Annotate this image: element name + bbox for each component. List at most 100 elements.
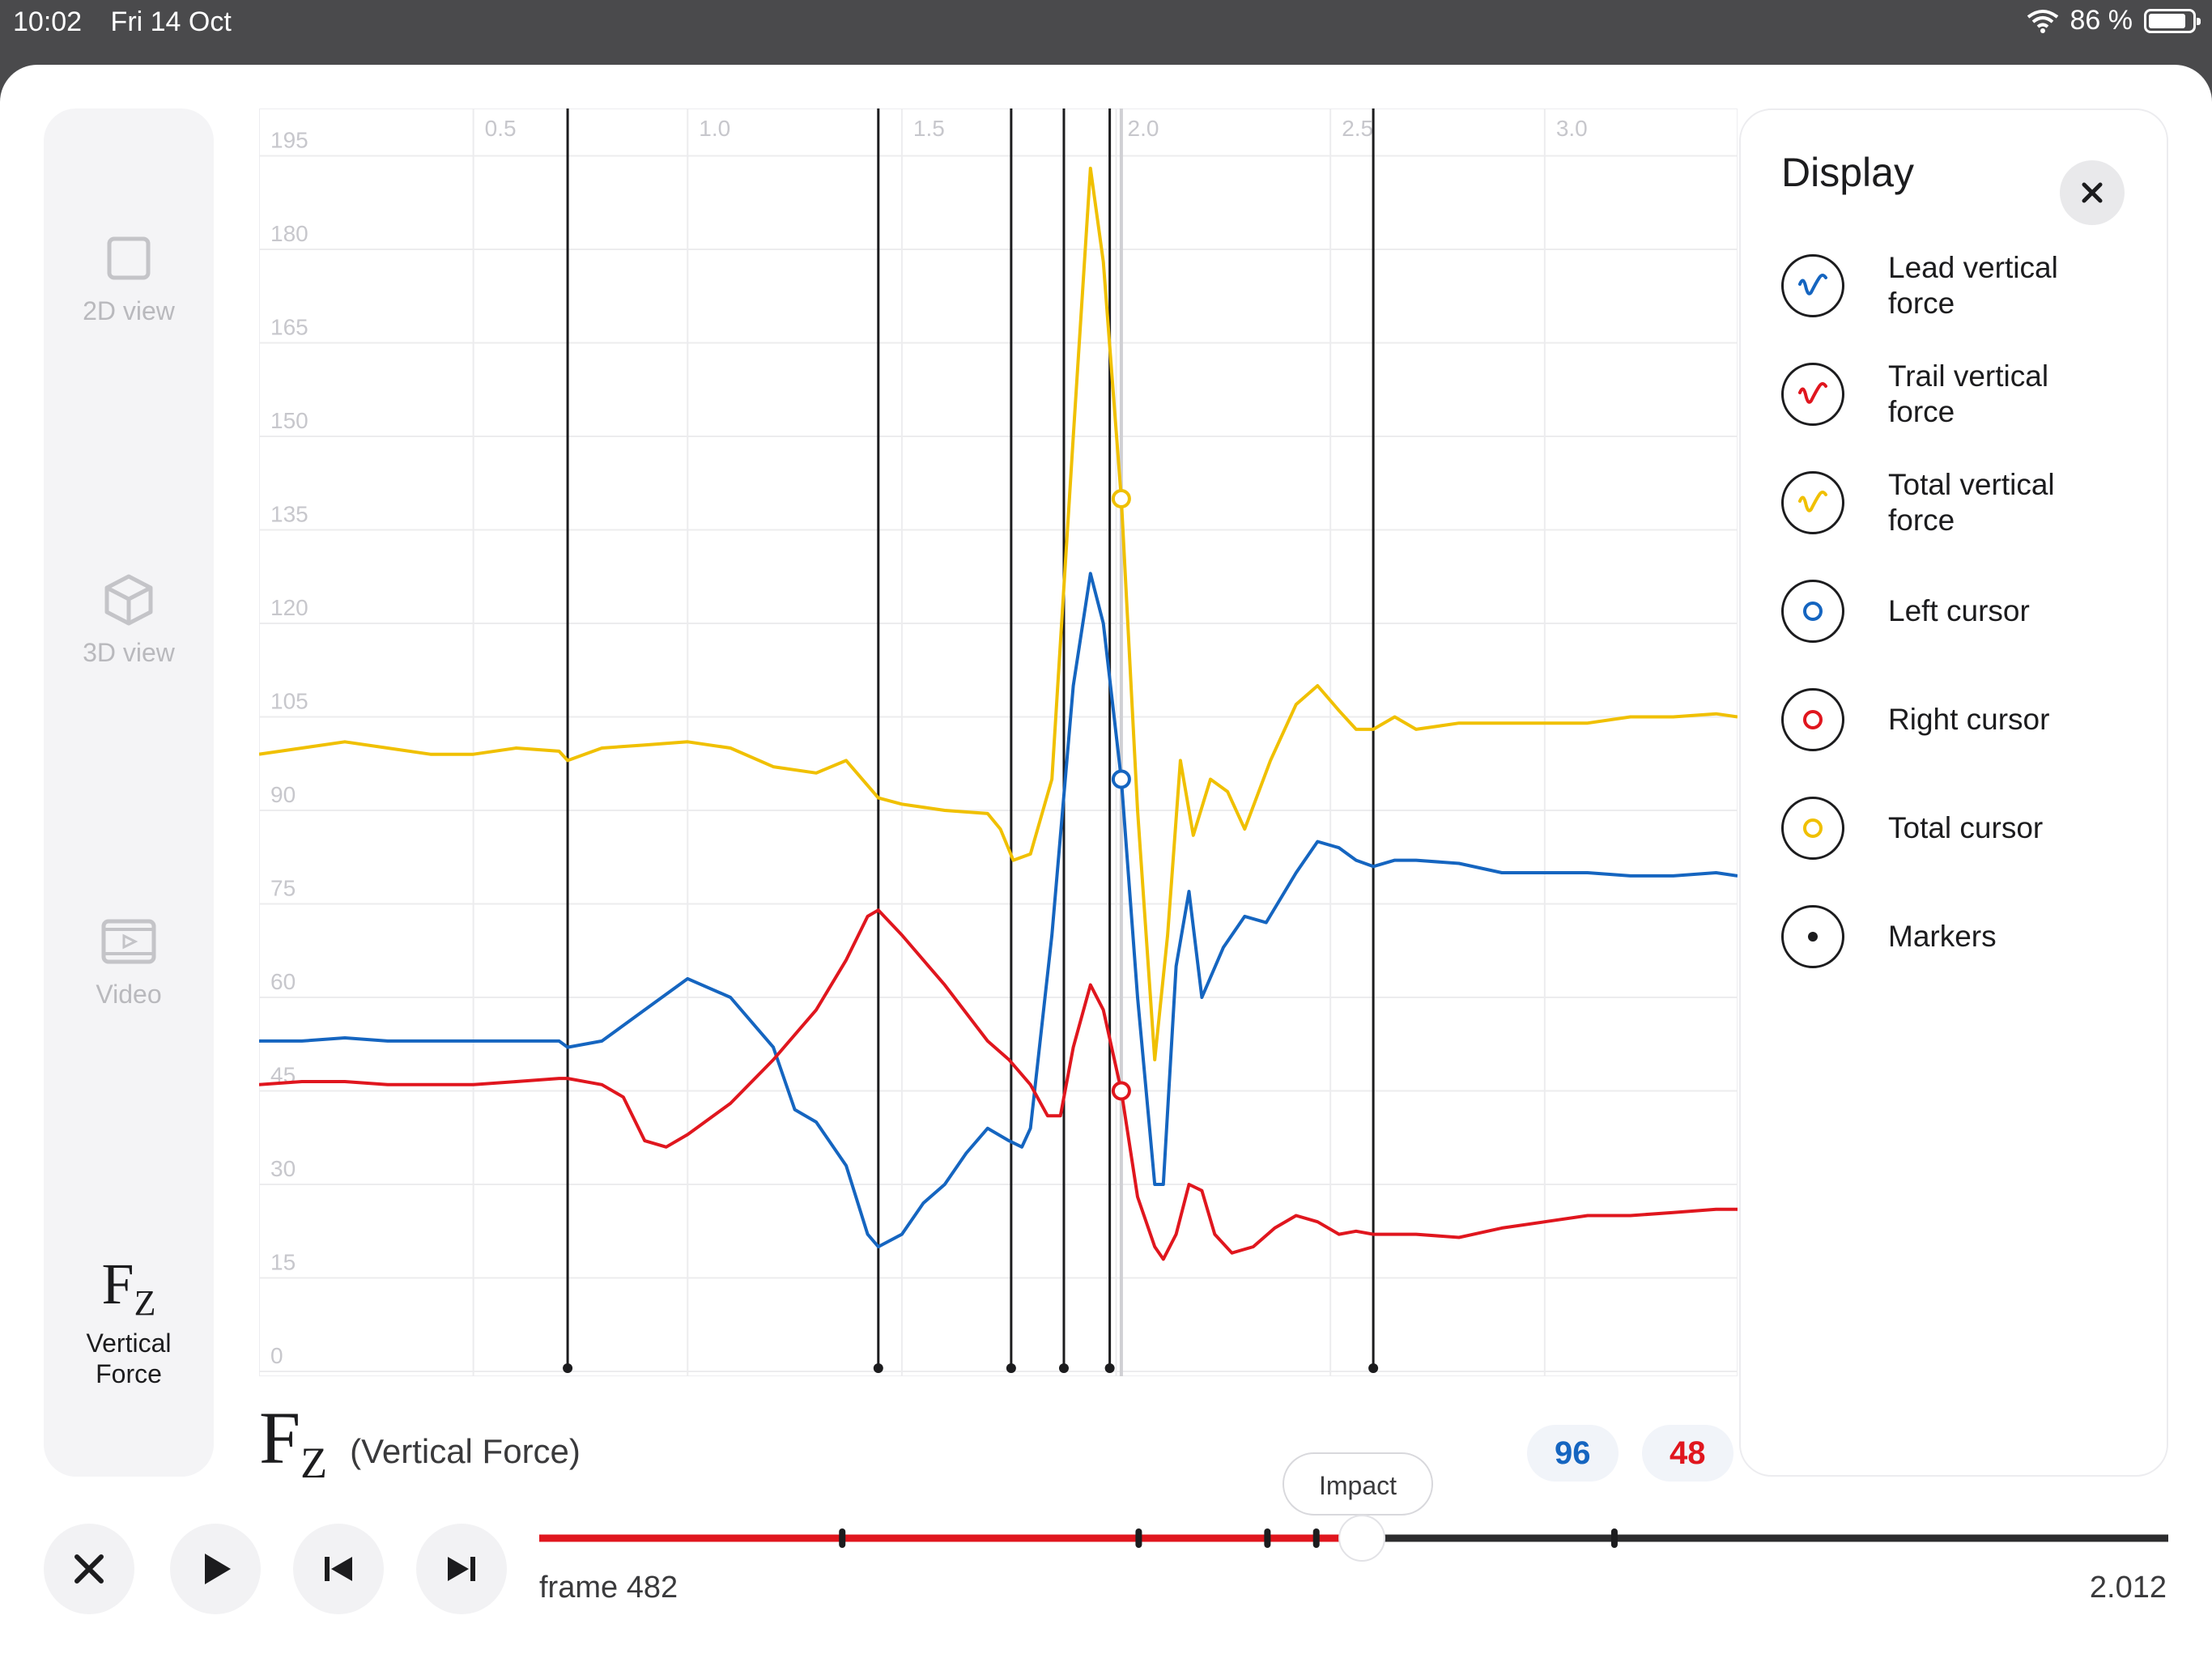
y-tick-label: 30 [270,1156,296,1181]
display-toggle-right-cursor[interactable]: Right cursor [1781,675,2162,764]
skip-back-icon [325,1557,352,1581]
y-tick-label: 165 [270,315,308,340]
rail-item-vertical-force[interactable]: FZ Vertical Force [44,1255,214,1390]
wave-icon [1798,382,1827,404]
legend-label-line: Total vertical [1888,467,2055,501]
rail-label-video: Video [96,980,162,1009]
series-line [259,908,1738,1261]
impact-marker-label[interactable]: Impact [1283,1452,1433,1516]
display-toggle-total-cursor[interactable]: Total cursor [1781,784,2162,873]
play-button[interactable] [170,1524,261,1614]
display-toggle-left-cursor[interactable]: Left cursor [1781,567,2162,656]
frame-label: frame 482 [539,1571,678,1605]
x-tick-label: 3.0 [1556,116,1588,141]
force-chart[interactable]: 0 15 30 45 60 75 90 105 120 135 150 165 180 195 0.5 1.0… [259,108,1738,1376]
legend-ring [1781,797,1844,860]
y-tick-label: 180 [270,221,308,246]
timeline-thumb[interactable] [1338,1515,1386,1562]
dot-icon [1808,932,1818,942]
legend-label: Total cursor [1888,810,2043,846]
left-cursor-point [1111,769,1131,789]
battery-icon [2144,8,2201,33]
play-icon [205,1554,231,1584]
close-icon [2082,182,2103,203]
y-tick-label: 120 [270,595,308,620]
rail-item-3d-view[interactable]: 3D view [44,572,214,668]
legend-label-line: Right cursor [1888,702,2050,736]
display-title: Display [1781,150,1914,195]
y-tick-label: 135 [270,502,308,527]
rail-label-2d-view: 2D view [83,296,175,325]
marker-dot [1006,1363,1016,1373]
wave-icon [1798,274,1827,295]
x-tick-label: 0.5 [485,116,517,141]
legend-label-line: force [1888,287,1955,320]
y-tick-label: 60 [270,969,296,994]
x-tick-label: 1.0 [699,116,730,141]
right-cursor-point [1111,1081,1131,1101]
wave-icon [1798,491,1827,512]
x-tick-label: 2.0 [1128,116,1159,141]
timeline-marker-tick [1312,1528,1320,1548]
legend-label-line: Left cursor [1888,593,2030,627]
display-toggle-lead-vertical-force[interactable]: Lead vertical force [1781,241,2162,330]
next-marker-button[interactable] [416,1524,507,1614]
timeline-marker-tick [1135,1528,1142,1548]
rail-label-3d-view: 3D view [83,638,175,667]
previous-marker-button[interactable] [293,1524,384,1614]
view-rail: 2D view 3D view Video FZ Vertical Force [44,108,214,1477]
wifi-icon [2027,9,2058,33]
rail-item-video[interactable]: Video [44,913,214,1010]
legend-label-line: Trail vertical [1888,359,2049,393]
right-value-badge: 48 [1642,1425,1733,1482]
display-toggle-trail-vertical-force[interactable]: Trail vertical force [1781,350,2162,439]
display-toggle-total-vertical-force[interactable]: Total vertical force [1781,458,2162,547]
y-tick-label: 150 [270,408,308,433]
display-close-button[interactable] [2060,160,2125,225]
series-line [259,166,1738,1061]
plot-background [259,108,1738,1376]
square-icon [107,236,151,280]
skip-forward-icon [448,1557,475,1581]
battery-percent: 86 % [2069,5,2133,36]
x-tick-label: 1.5 [913,116,945,141]
circle-icon [1803,602,1823,621]
legend-label-line: Total cursor [1888,810,2044,844]
left-value-badge: 96 [1527,1425,1619,1482]
legend-label-line: force [1888,504,1955,537]
x-tick-label: 2.5 [1342,116,1373,141]
y-tick-label: 195 [270,128,308,153]
y-tick-label: 75 [270,876,296,901]
marker-dot [1368,1363,1379,1373]
legend-ring [1781,905,1844,968]
fz-symbol: FZ [259,1397,328,1487]
circle-icon [1803,710,1823,729]
timeline-scrubber[interactable] [539,1514,2168,1562]
display-toggle-markers[interactable]: Markers [1781,892,2162,981]
y-tick-label: 0 [270,1343,283,1368]
legend-ring [1781,471,1844,534]
legend-ring [1781,580,1844,643]
chart-description: (Vertical Force) [350,1432,581,1470]
legend-label: Trail vertical force [1888,359,2048,431]
sheet: 2D view 3D view Video FZ Vertical Force … [0,65,2212,1658]
y-tick-label: 90 [270,782,296,807]
legend-ring [1781,363,1844,426]
display-panel: Display Lead vertical force Trail vertical… [1739,108,2168,1477]
circle-icon [1803,818,1823,838]
timeline-marker-tick [1610,1528,1618,1548]
close-button[interactable] [44,1524,134,1614]
status-date: Fri 14 Oct [110,6,232,37]
timeline-marker-tick [839,1528,846,1548]
fz-icon: FZ [101,1252,156,1323]
marker-dot [1058,1363,1069,1373]
legend-label: Left cursor [1888,593,2030,629]
legend-label: Markers [1888,919,1997,954]
marker-dot [563,1363,573,1373]
chart-title: FZ (Vertical Force) [259,1397,581,1487]
rail-item-2d-view[interactable]: 2D view [44,230,214,326]
timeline-marker-tick [1264,1528,1271,1548]
series-line [259,572,1738,1248]
legend-label: Right cursor [1888,702,2049,738]
